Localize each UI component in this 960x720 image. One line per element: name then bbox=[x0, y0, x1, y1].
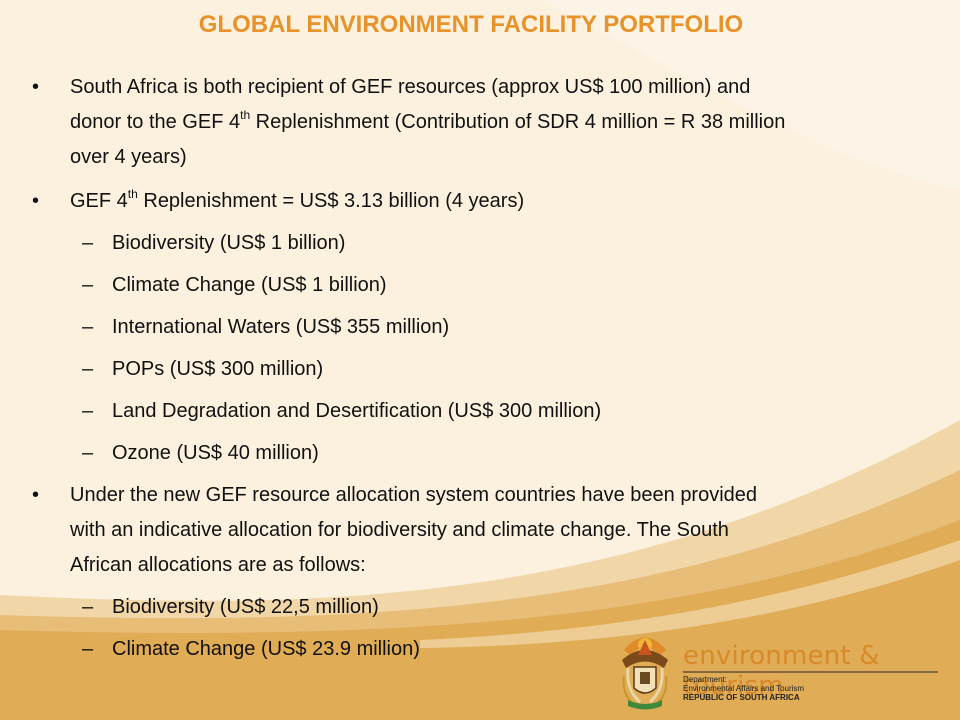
bullet-text: GEF 4th Replenishment = US$ 3.13 billion… bbox=[70, 187, 525, 212]
bullet-marker: • bbox=[32, 484, 40, 506]
department-label: Department: Environmental Affairs and To… bbox=[683, 675, 805, 702]
sub-bullet-item: – Biodiversity (US$ 22,5 million) bbox=[82, 596, 379, 618]
bullet-marker: • bbox=[32, 76, 40, 98]
sub-bullet-item: – International Waters (US$ 355 million) bbox=[82, 316, 450, 338]
sub-bullet-item: – POPs (US$ 300 million) bbox=[82, 358, 324, 380]
sub-bullet-item: – Land Degradation and Desertification (U… bbox=[82, 400, 602, 422]
bullet-item: • South Africa is both recipient of GEF … bbox=[32, 70, 930, 175]
bullet-text: Under the new GEF resource allocation sy… bbox=[70, 484, 758, 576]
sub-bullet-item: – Biodiversity (US$ 1 billion) bbox=[82, 232, 346, 254]
bullet-item: • GEF 4th Replenishment = US$ 3.13 billi… bbox=[32, 184, 930, 219]
bullet-text: South Africa is both recipient of GEF re… bbox=[70, 76, 786, 168]
bullet-item: • Under the new GEF resource allocation … bbox=[32, 478, 930, 583]
slide-title: GLOBAL ENVIRONMENT FACILITY PORTFOLIO bbox=[198, 11, 744, 38]
sub-bullet-item: – Ozone (US$ 40 million) bbox=[82, 442, 319, 464]
bullet-marker: • bbox=[32, 190, 40, 212]
sub-bullet-item: – Climate Change (US$ 1 billion) bbox=[82, 274, 387, 296]
brand-wordmark: environment & tourism bbox=[683, 641, 880, 701]
sub-bullet-item: – Climate Change (US$ 23.9 million) bbox=[82, 638, 420, 660]
